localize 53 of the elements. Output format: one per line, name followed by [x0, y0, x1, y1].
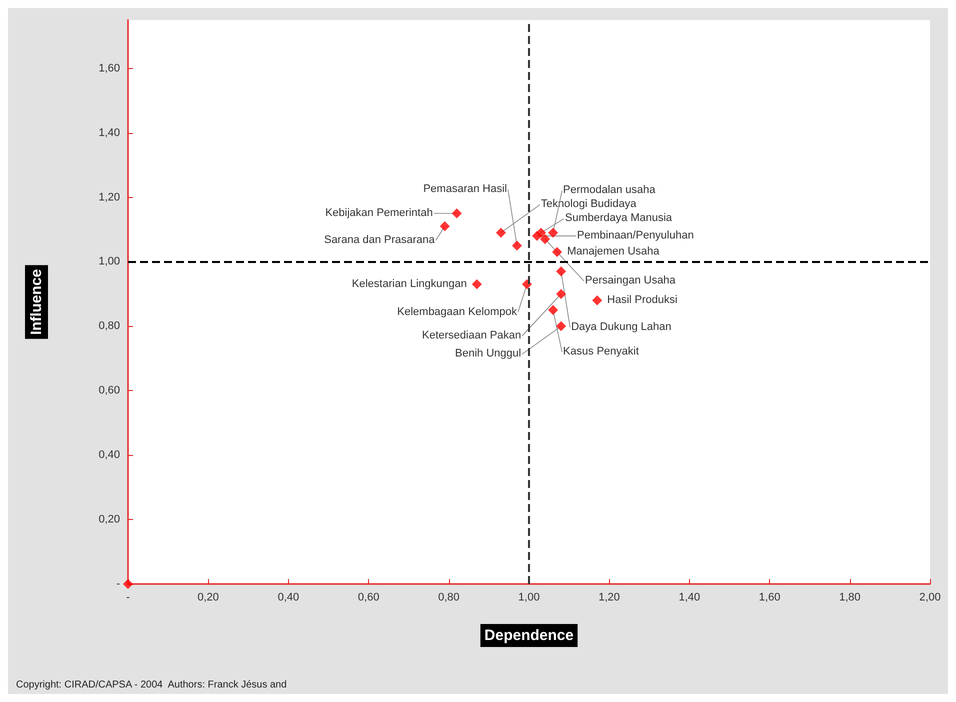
annotation: Daya Dukung Lahan — [571, 320, 672, 333]
point — [556, 288, 566, 299]
annotation: Kebijakan Pemerintah — [325, 206, 433, 219]
annotation: Pembinaan/Penyuluhan — [577, 229, 694, 242]
annotation: Pemasaran Hasil — [423, 183, 507, 196]
point — [440, 221, 450, 232]
annotation: Benih Unggul — [455, 348, 522, 360]
x-tick-label: 1,80 — [839, 592, 861, 604]
y-tick-label: 1,00 — [98, 256, 120, 268]
point — [536, 228, 546, 238]
annotation: Permodalan usaha — [563, 184, 656, 196]
x-tick-label: 0,60 — [358, 592, 380, 604]
point — [548, 305, 558, 316]
annotation: Kelembagaan Kelompok — [397, 306, 518, 318]
x-tick-label: 2,00 — [919, 592, 941, 604]
point — [552, 247, 562, 258]
x-tick-label: 0,40 — [278, 592, 300, 604]
annotation: Sarana dan Prasarana — [324, 234, 436, 246]
y-axis-title: Influence — [28, 269, 45, 335]
text: Copyright: CIRAD/CAPSA - 2004 Authors: Franck Jésus and — [16, 680, 287, 690]
y-tick-label: - — [116, 578, 120, 590]
point — [472, 279, 482, 290]
y-tick-label: 1,40 — [98, 126, 120, 139]
y-tick-label: 0,40 — [98, 449, 120, 462]
point — [512, 240, 522, 251]
annotation: Sumberdaya Manusia — [565, 212, 673, 224]
y-tick-label: 0,60 — [98, 384, 120, 397]
point — [592, 295, 602, 306]
x-tick-label: 1,20 — [598, 592, 620, 604]
x-tick-label: 0,80 — [438, 592, 460, 604]
annotation: Ketersediaan Pakan — [422, 329, 522, 342]
x-tick-label: - — [126, 592, 130, 604]
y-tick-label: 0,80 — [98, 320, 120, 332]
point — [548, 228, 558, 238]
point — [556, 321, 566, 332]
annotation: Kelestarian Lingkungan — [352, 278, 467, 290]
x-tick-label: 1,00 — [518, 592, 540, 604]
annotation: Manajemen Usaha — [567, 246, 660, 258]
x-tick-label: 1,60 — [758, 592, 780, 604]
point — [556, 266, 566, 276]
x-tick-label: 0,20 — [197, 592, 219, 604]
point — [540, 234, 550, 244]
y-tick-label: 1,60 — [98, 62, 120, 74]
x-axis-title: Dependence — [484, 627, 574, 644]
point — [452, 208, 462, 218]
y-tick-label: 0,20 — [98, 514, 120, 526]
annotation: Persaingan Usaha — [585, 274, 676, 287]
annotation: Kasus Penyakit — [563, 346, 639, 358]
annotation: Teknologi Budidaya — [540, 198, 638, 210]
x-tick-label: 1,40 — [678, 592, 700, 604]
y-tick-label: 1,20 — [98, 191, 120, 204]
point — [496, 228, 506, 238]
annotation: Hasil Produksi — [607, 294, 678, 306]
